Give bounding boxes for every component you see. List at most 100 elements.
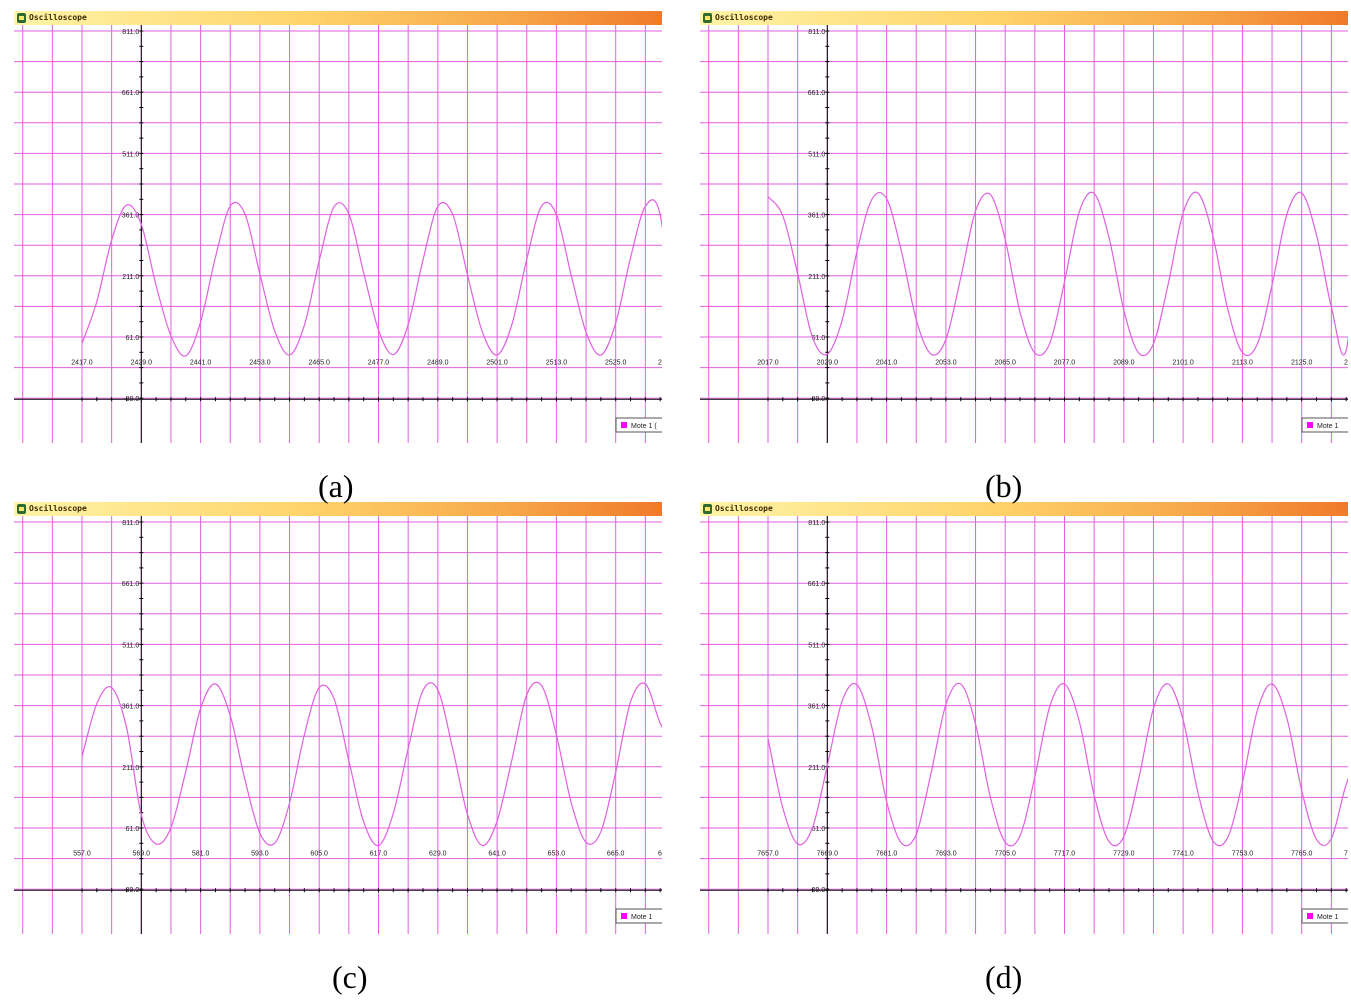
- caption-c: (c): [332, 959, 368, 995]
- x-tick-label: 2513.0: [546, 360, 568, 367]
- series-line-mote-1: [767, 682, 1348, 847]
- series-line-mote-1: [81, 681, 662, 847]
- legend-marker: [1307, 422, 1313, 428]
- series-line-mote-1: [767, 191, 1348, 357]
- oscilloscope-plot[interactable]: 811.0 661.0 511.0 361.0 211.0 61.0 -89.0 2417.0…: [14, 25, 662, 443]
- legend: Mote 1 (: [615, 417, 662, 433]
- axes: [14, 516, 662, 934]
- x-tick-label-cut: 7: [1344, 851, 1348, 858]
- x-tick-label: 7765.0: [1291, 851, 1313, 858]
- legend-label: Mote 1: [1317, 914, 1339, 921]
- axes: [700, 25, 1348, 443]
- y-tick-label: 361.0: [122, 704, 140, 711]
- x-tick-label: 2453.0: [249, 360, 271, 367]
- window-title: Oscilloscope: [715, 504, 773, 513]
- x-tick-label: 2429.0: [131, 360, 153, 367]
- y-tick-label: 661.0: [808, 90, 826, 97]
- y-tick-label: 661.0: [122, 90, 140, 97]
- y-tick-label: 361.0: [122, 213, 140, 220]
- oscilloscope-window: Oscilloscope 811.0 661.0 511.0 361.0 211.0 61…: [14, 11, 662, 443]
- y-tick-label: 661.0: [808, 581, 826, 588]
- x-tick-label-cut: 2: [1344, 360, 1348, 367]
- oscilloscope-plot[interactable]: 811.0 661.0 511.0 361.0 211.0 61.0 -89.0 2017.0…: [700, 25, 1348, 443]
- axes: [14, 25, 662, 443]
- x-tick-label-cut: 2: [658, 360, 662, 367]
- x-tick-label: 2125.0: [1291, 360, 1313, 367]
- y-tick-label: 511.0: [808, 642, 825, 649]
- x-tick-label: 617.0: [370, 851, 388, 858]
- y-tick-label: 61.0: [126, 335, 140, 342]
- x-tick-label: 593.0: [251, 851, 269, 858]
- grid: [700, 25, 1348, 443]
- x-tick-label: 557.0: [73, 851, 91, 858]
- x-tick-label: 7657.0: [757, 851, 779, 858]
- oscilloscope-app-icon: [703, 13, 712, 23]
- x-tick-label: 2029.0: [817, 360, 839, 367]
- window-titlebar[interactable]: Oscilloscope: [700, 11, 1348, 25]
- x-tick-label: 7753.0: [1232, 851, 1254, 858]
- window-title: Oscilloscope: [29, 13, 87, 22]
- legend-label: Mote 1: [1317, 423, 1339, 430]
- window-title: Oscilloscope: [715, 13, 773, 22]
- grid: [14, 25, 662, 443]
- legend-marker: [621, 913, 627, 919]
- y-tick-label: 511.0: [122, 642, 139, 649]
- oscilloscope-window: Oscilloscope 811.0 661.0 511.0 361.0 211.0 61…: [700, 502, 1348, 934]
- legend-box: [615, 908, 662, 924]
- legend-box: [1301, 908, 1348, 924]
- y-tick-label: 511.0: [122, 151, 139, 158]
- window-title: Oscilloscope: [29, 504, 87, 513]
- window-titlebar[interactable]: Oscilloscope: [14, 11, 662, 25]
- y-tick-label: 211.0: [808, 274, 825, 281]
- x-tick-label: 2441.0: [190, 360, 212, 367]
- y-tick-label: -89.0: [123, 887, 139, 894]
- x-tick-label: 2417.0: [71, 360, 93, 367]
- oscilloscope-window: Oscilloscope 811.0 661.0 511.0 361.0 211.0 61…: [14, 502, 662, 934]
- x-tick-label: 2089.0: [1113, 360, 1135, 367]
- oscilloscope-app-icon: [703, 504, 712, 514]
- caption-b: (b): [985, 468, 1023, 504]
- x-tick-label: 7729.0: [1113, 851, 1135, 858]
- y-tick-label: 61.0: [126, 826, 140, 833]
- window-titlebar[interactable]: Oscilloscope: [700, 502, 1348, 516]
- legend-label: Mote 1 (: [631, 423, 657, 430]
- x-tick-label: 2525.0: [605, 360, 627, 367]
- window-titlebar[interactable]: Oscilloscope: [14, 502, 662, 516]
- x-tick-label-cut: 6: [658, 851, 662, 858]
- y-tick-label: 511.0: [808, 151, 825, 158]
- x-tick-label: 569.0: [133, 851, 151, 858]
- legend-box: [615, 417, 662, 433]
- y-tick-label: 811.0: [808, 29, 825, 36]
- legend-marker: [621, 422, 627, 428]
- y-tick-label: 811.0: [122, 29, 139, 36]
- x-tick-label: 2101.0: [1172, 360, 1194, 367]
- x-tick-label: 2465.0: [308, 360, 330, 367]
- y-tick-label: -89.0: [809, 396, 825, 403]
- oscilloscope-window: Oscilloscope 811.0 661.0 511.0 361.0 211.0 61…: [700, 11, 1348, 443]
- x-tick-label: 2053.0: [935, 360, 957, 367]
- y-tick-label: 811.0: [808, 520, 825, 527]
- oscilloscope-app-icon: [17, 13, 26, 23]
- x-tick-label: 7681.0: [876, 851, 898, 858]
- x-tick-label: 7705.0: [994, 851, 1016, 858]
- x-tick-label: 653.0: [548, 851, 566, 858]
- x-tick-label: 2017.0: [757, 360, 779, 367]
- y-tick-label: 811.0: [122, 520, 139, 527]
- oscilloscope-plot[interactable]: 811.0 661.0 511.0 361.0 211.0 61.0 -89.0 557.0 5…: [14, 516, 662, 934]
- y-tick-label: 61.0: [812, 826, 826, 833]
- oscilloscope-plot[interactable]: 811.0 661.0 511.0 361.0 211.0 61.0 -89.0 7657.0…: [700, 516, 1348, 934]
- y-tick-label: 361.0: [808, 704, 826, 711]
- x-tick-label: 7741.0: [1172, 851, 1194, 858]
- legend: Mote 1: [615, 908, 662, 924]
- y-tick-label: -89.0: [123, 396, 139, 403]
- legend-label: Mote 1: [631, 914, 653, 921]
- oscilloscope-app-icon: [17, 504, 26, 514]
- x-tick-label: 2041.0: [876, 360, 898, 367]
- x-tick-label: 2501.0: [486, 360, 508, 367]
- legend-marker: [1307, 913, 1313, 919]
- x-tick-label: 2477.0: [368, 360, 390, 367]
- x-tick-label: 2489.0: [427, 360, 449, 367]
- y-tick-label: 361.0: [808, 213, 826, 220]
- legend: Mote 1: [1301, 417, 1348, 433]
- x-tick-label: 641.0: [488, 851, 506, 858]
